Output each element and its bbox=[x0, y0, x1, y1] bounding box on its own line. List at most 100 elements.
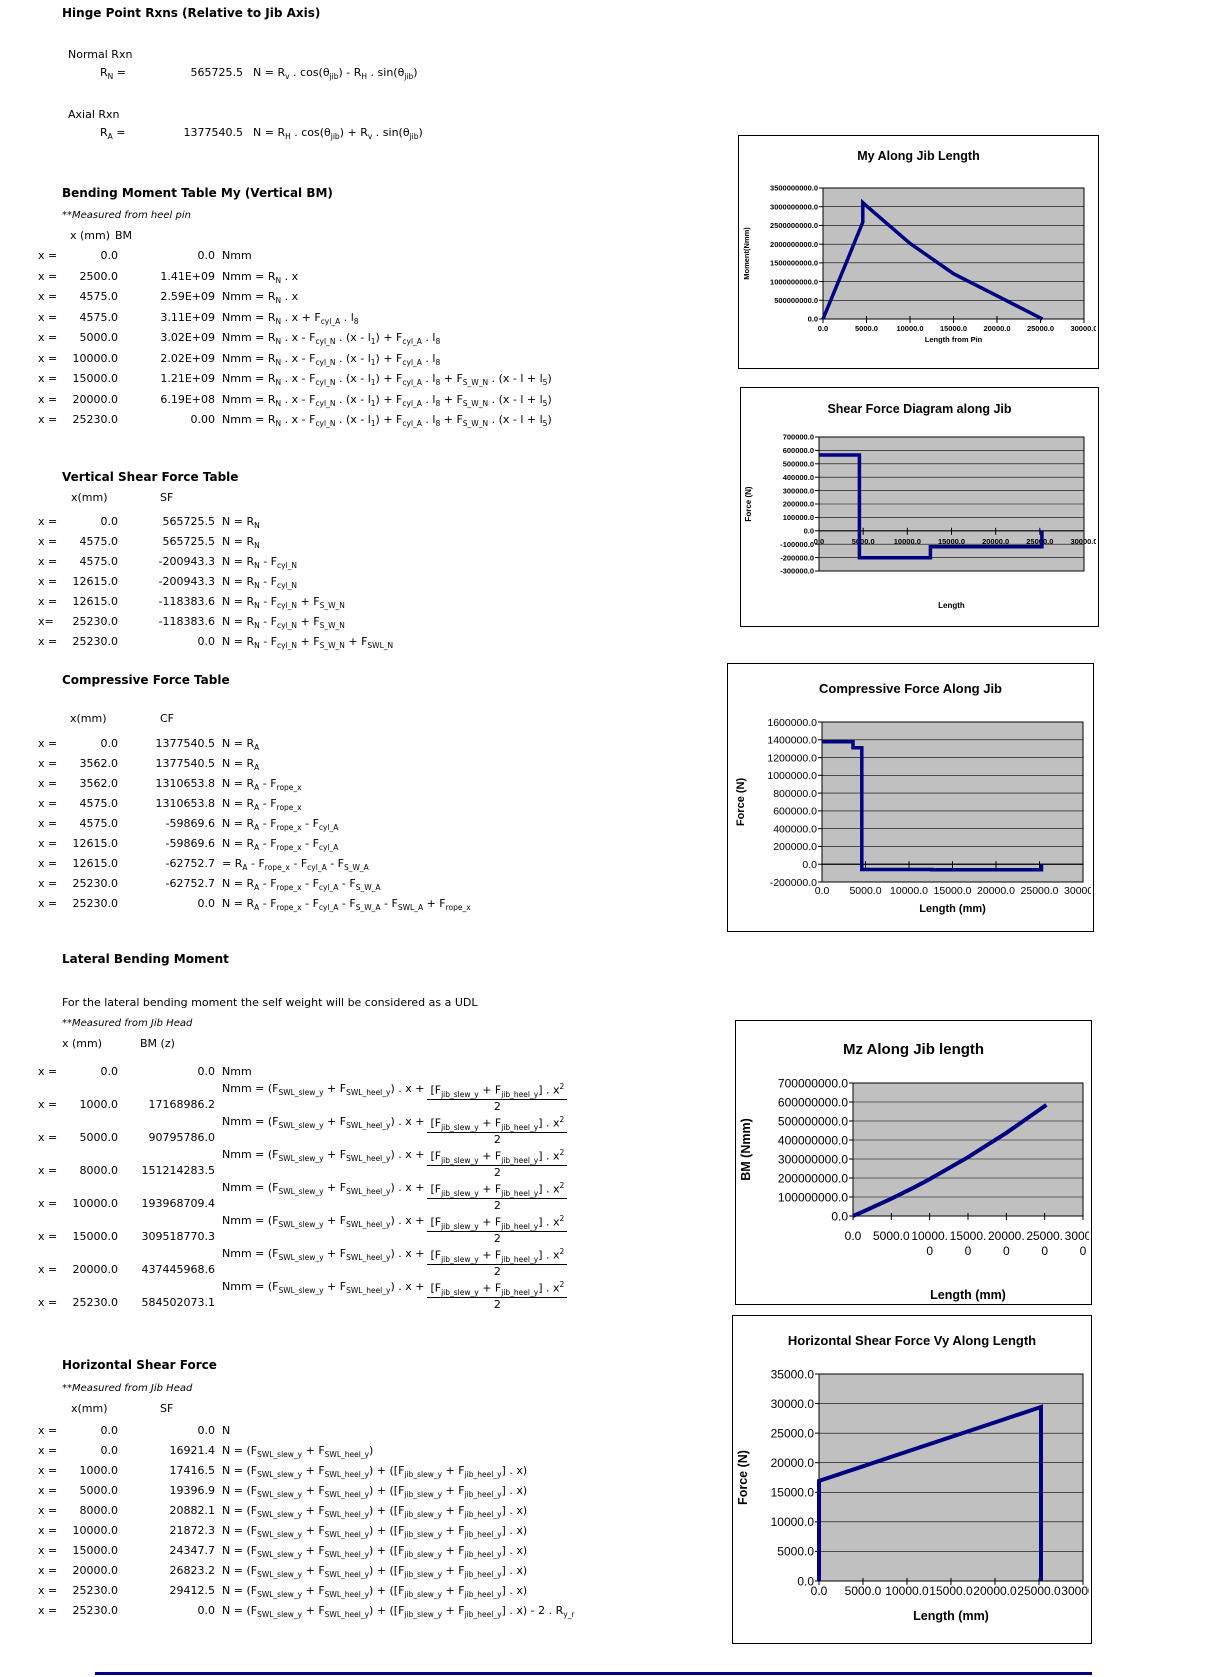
table-row: x = 12615.0 -59869.6 N = RA - Frope_x - Fcy… bbox=[0, 834, 740, 854]
normal-rxn-label: Normal Rxn bbox=[68, 48, 133, 61]
cell-c-xl: x = bbox=[38, 269, 58, 283]
x-tick-label: 0.0 bbox=[811, 1584, 828, 1598]
table-row: x = 4575.0 3.11E+09 Nmm = RN . x + Fcyl_A .… bbox=[0, 308, 740, 329]
y-tick-label: 3500000000.0 bbox=[770, 184, 818, 193]
cell-c-x: 4575.0 bbox=[79, 555, 119, 568]
table-row: x = 20000.0 6.19E+08 Nmm = RN . x - Fcyl_N … bbox=[0, 390, 740, 411]
y-tick-label: 0.0 bbox=[804, 527, 814, 536]
table-row: x = 15000.0 24347.7 N = (FSWL_slew_y + FSWL… bbox=[0, 1541, 740, 1561]
y-tick-label: 1000000.0 bbox=[767, 770, 817, 782]
y-tick-label: 400000.0 bbox=[783, 473, 814, 482]
cell-c-xl: x = bbox=[38, 413, 58, 426]
x-tick-label: 30000.0 bbox=[1061, 1584, 1089, 1598]
y-tick-label: 1400000.0 bbox=[767, 735, 817, 747]
cell-c-x: 4575.0 bbox=[79, 817, 119, 830]
cell-c-f: Nmm = RN . x - Fcyl_N . (x - l1) + Fcyl_… bbox=[222, 331, 441, 347]
cell-c-x: 1000.0 bbox=[79, 1098, 119, 1111]
ra-value: 1377540.5 bbox=[183, 126, 244, 139]
cell-c-x: 10000.0 bbox=[72, 1524, 119, 1537]
chart-shear-force-diagram: Shear Force Diagram along Jib -300000.0 -… bbox=[740, 387, 1099, 627]
cell-c-xl: x = bbox=[38, 817, 58, 830]
table-row: x = 25230.0 584502073.1 Nmm = (FSWL_slew_y … bbox=[0, 1280, 740, 1313]
table-row: x = 12615.0 -200943.3 N = RN - Fcyl_N bbox=[0, 572, 740, 592]
sf-header: x(mm) SF bbox=[0, 491, 730, 507]
y-axis-title: Force (N) bbox=[736, 1450, 750, 1505]
cell-c-x: 2500.0 bbox=[79, 269, 119, 283]
cell-c-f: N = (FSWL_slew_y + FSWL_heel_y) + ([Fjib… bbox=[222, 1604, 575, 1620]
cell-c-f: N = RN bbox=[222, 515, 260, 531]
cell-c-v: 1310653.8 bbox=[155, 797, 216, 810]
cell-c-f: N = RN - Fcyl_N + FS_W_N + FSWL_N bbox=[222, 635, 394, 651]
x-axis-title: Length from Pin bbox=[925, 335, 983, 344]
cell-c-xl: x = bbox=[38, 837, 58, 850]
cell-c-x: 0.0 bbox=[100, 1424, 119, 1437]
x-tick-label: 0 bbox=[1041, 1244, 1048, 1258]
lateral-col1: x (mm) bbox=[62, 1037, 103, 1050]
cf-rows: x = 0.0 1377540.5 N = RA x = 3562.0 1377540.5 N… bbox=[0, 734, 740, 914]
x-tick-label: 5000.0 bbox=[845, 1584, 882, 1598]
cell-c-f: N = (FSWL_slew_y + FSWL_heel_y) + ([Fjib… bbox=[222, 1504, 528, 1520]
table-row: x = 10000.0 21872.3 N = (FSWL_slew_y + FSWL… bbox=[0, 1521, 740, 1541]
section-title-bm: Bending Moment Table My (Vertical BM) bbox=[62, 186, 333, 200]
lateral-rows: x = 0.0 0.0 Nmm x = 1000.0 17168986.2 Nmm = (FS… bbox=[0, 1058, 740, 1313]
cell-c-xl: x = bbox=[38, 535, 58, 548]
table-row: x = 0.0 0.0 N bbox=[0, 1421, 740, 1441]
cell-formula: Nmm = (FSWL_slew_y + FSWL_heel_y) . x + … bbox=[222, 1247, 568, 1278]
y-tick-label: 400000.0 bbox=[773, 823, 817, 835]
y-axis-title: Moment(Nmm) bbox=[742, 227, 751, 280]
x-tick-label: 10000. bbox=[911, 1229, 948, 1243]
cell-c-xl: x = bbox=[38, 1564, 58, 1577]
x-tick-label: 20000. bbox=[988, 1229, 1025, 1243]
table-row: x = 0.0 0.0 Nmm bbox=[0, 246, 740, 267]
y-tick-label: 800000.0 bbox=[773, 788, 817, 800]
table-row: x = 15000.0 1.21E+09 Nmm = RN . x - Fcyl_N … bbox=[0, 369, 740, 390]
x-tick-label: 10000.0 bbox=[885, 1584, 929, 1598]
y-axis-title: Force (N) bbox=[744, 486, 753, 521]
plot-area bbox=[822, 187, 1085, 320]
cell-c-v: -62752.7 bbox=[165, 857, 215, 870]
cell-c-f: N = (FSWL_slew_y + FSWL_heel_y) + ([Fjib… bbox=[222, 1584, 528, 1600]
y-tick-label: 20000.0 bbox=[771, 1456, 815, 1470]
cell-c-x: 10000.0 bbox=[72, 351, 119, 365]
table-row: x = 5000.0 3.02E+09 Nmm = RN . x - Fcyl_N .… bbox=[0, 328, 740, 349]
cell-c-f: Nmm bbox=[222, 1065, 252, 1078]
cell-c-f: N = RN - Fcyl_N + FS_W_N bbox=[222, 615, 345, 631]
cell-c-x: 25230.0 bbox=[72, 413, 119, 426]
cell-c-x: 12615.0 bbox=[72, 857, 119, 870]
y-tick-label: 2500000000.0 bbox=[770, 221, 818, 230]
hsf-note: **Measured from Jib Head bbox=[62, 1383, 193, 1394]
cell-c-xl: x = bbox=[38, 290, 58, 303]
cell-c-x: 5000.0 bbox=[79, 331, 119, 344]
y-tick-label: 300000000.0 bbox=[778, 1152, 848, 1166]
rn-symbol: RN = bbox=[100, 66, 126, 82]
cell-c-v: 1377540.5 bbox=[155, 737, 216, 750]
cell-c-f: N = RN - Fcyl_N bbox=[222, 555, 298, 571]
cell-c-x: 20000.0 bbox=[72, 1263, 119, 1276]
chart-mz-along-jib: Mz Along Jib length 0.0 100000000.0 200000… bbox=[735, 1020, 1092, 1305]
cell-c-x: 8000.0 bbox=[79, 1504, 119, 1517]
cell-c-xl: x= bbox=[38, 615, 54, 628]
y-tick-label: 2000000000.0 bbox=[770, 240, 818, 249]
bm-note: **Measured from heel pin bbox=[62, 210, 191, 221]
cf-header: x(mm) CF bbox=[0, 712, 730, 728]
section-title-lateral: Lateral Bending Moment bbox=[62, 952, 229, 966]
cell-c-f: N = (FSWL_slew_y + FSWL_heel_y) + ([Fjib… bbox=[222, 1484, 528, 1500]
cell-c-x: 20000.0 bbox=[72, 1564, 119, 1577]
cell-c-xl: x = bbox=[38, 331, 58, 344]
cell-c-f: N = (FSWL_slew_y + FSWL_heel_y) bbox=[222, 1444, 374, 1460]
cell-c-f: N = RA - Frope_x - Fcyl_A - FS_W_A bbox=[222, 877, 381, 893]
x-tick-label: 25000. bbox=[1026, 1229, 1063, 1243]
table-row: x = 0.0 0.0 Nmm bbox=[0, 1058, 740, 1082]
y-tick-label: 1000000000.0 bbox=[770, 277, 818, 286]
table-row: x = 25230.0 -62752.7 N = RA - Frope_x - Fcy… bbox=[0, 874, 740, 894]
cell-c-x: 4575.0 bbox=[79, 310, 119, 324]
cell-c-xl: x = bbox=[38, 515, 58, 528]
cell-c-xl: x = bbox=[38, 595, 58, 608]
cell-c-x: 12615.0 bbox=[72, 595, 119, 608]
table-row: x= 25230.0 -118383.6 N = RN - Fcyl_N + FS_W… bbox=[0, 612, 740, 632]
table-row: x = 5000.0 90795786.0 Nmm = (FSWL_slew_y + … bbox=[0, 1115, 740, 1148]
x-axis-title: Length (mm) bbox=[919, 903, 986, 915]
x-tick-label: 0 bbox=[926, 1244, 933, 1258]
my-along-jib-length-plot: 0.0 500000000.0 1000000000.0 1500000000.0 20… bbox=[742, 184, 1096, 344]
